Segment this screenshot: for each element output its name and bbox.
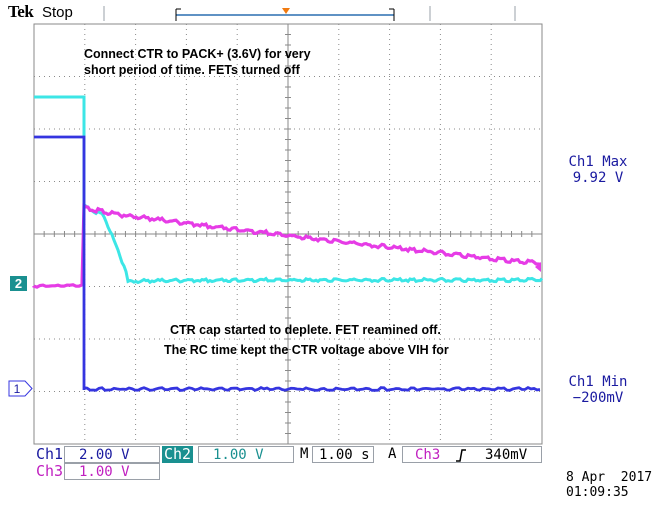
ch1-trace: [34, 135, 541, 392]
ch1-min-value: −200mV: [572, 390, 624, 406]
trigger-source: Ch3: [415, 447, 441, 463]
trigger-position-icon[interactable]: [282, 8, 290, 14]
ch3-trace: [32, 202, 541, 289]
graticule-grid: [33, 23, 543, 445]
ch1-min-label: Ch1 Min: [568, 374, 628, 390]
ch3-scale[interactable]: 1.00 V: [64, 463, 160, 480]
ch1-ground-marker[interactable]: 1: [8, 380, 34, 397]
ch2-scale[interactable]: 1.00 V: [198, 446, 294, 463]
horizontal-label: M: [300, 446, 309, 462]
annotation-top-line1: Connect CTR to PACK+ (3.6V) for very: [84, 47, 311, 61]
ch2-trace: [34, 95, 544, 285]
timebase-value[interactable]: 1.00 s: [312, 446, 374, 463]
trigger-readout[interactable]: Ch3 340mV: [402, 446, 542, 463]
record-length-bar: [103, 6, 516, 21]
ch3-reference-arrow-icon: [535, 262, 541, 272]
ch2-ground-marker[interactable]: 2: [10, 276, 27, 291]
ch1-label[interactable]: Ch1: [36, 445, 64, 463]
brand-logo: Tek: [8, 2, 34, 21]
trigger-level: 340mV: [485, 447, 528, 463]
rising-edge-icon: [456, 449, 466, 462]
time-display: 01:09:35: [566, 485, 629, 500]
annotation-mid-line2: The RC time kept the CTR voltage above V…: [164, 343, 449, 357]
ch1-scale[interactable]: 2.00 V: [64, 446, 160, 463]
run-state: Stop: [42, 4, 73, 21]
ch1-max-value: 9.92 V: [572, 170, 624, 186]
annotation-top-line2: short period of time. FETs turned off: [84, 63, 300, 77]
ch1-max-label: Ch1 Max: [568, 154, 628, 170]
ch2-label[interactable]: Ch2: [162, 445, 194, 463]
annotation-mid-line1: CTR cap started to deplete. FET reamined…: [170, 323, 441, 337]
ch3-label[interactable]: Ch3: [36, 462, 64, 480]
svg-text:1: 1: [14, 382, 21, 396]
trigger-label: A: [388, 446, 397, 462]
date-display: 8 Apr 2017: [566, 470, 653, 485]
